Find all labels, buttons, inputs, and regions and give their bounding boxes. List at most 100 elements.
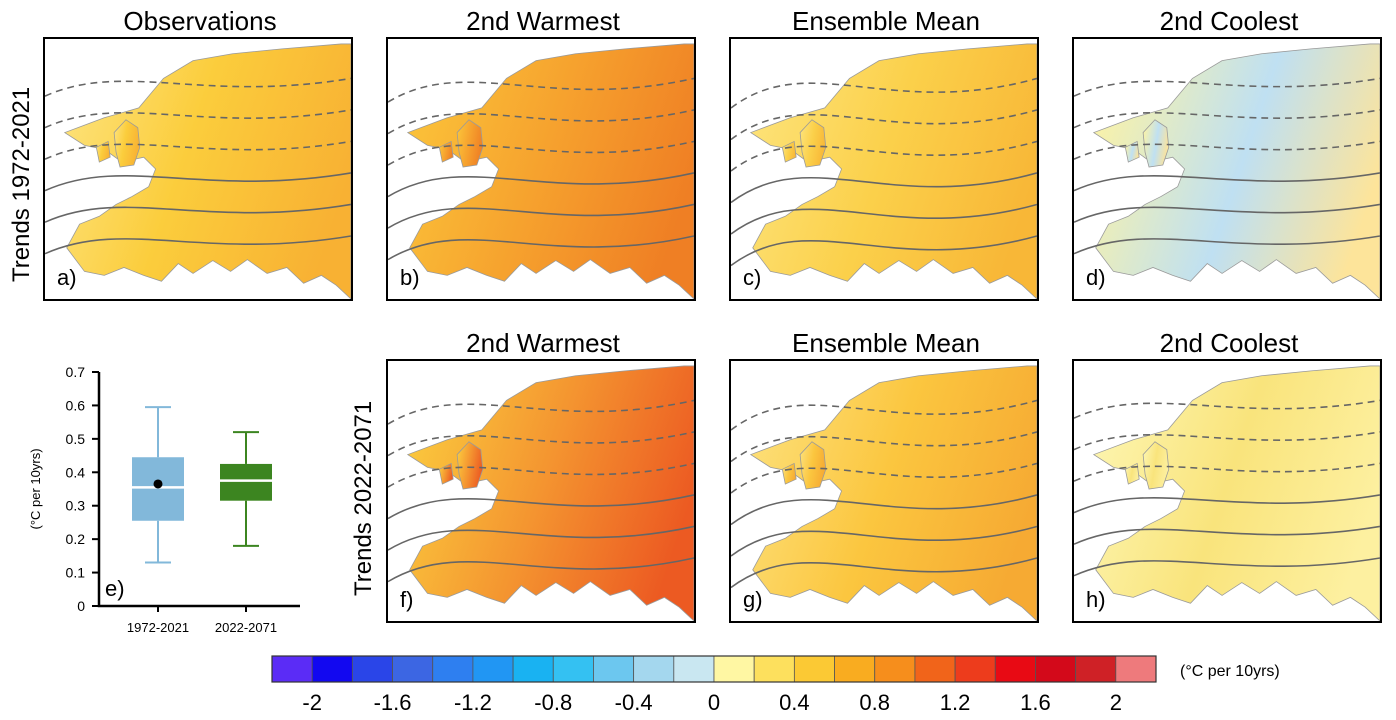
contour-line: [45, 109, 351, 129]
land-ireland: [781, 140, 797, 163]
colorbar-tick-label: -0.8: [534, 690, 572, 715]
map-svg-c: [731, 43, 1037, 299]
colorbar-swatch: [472, 655, 514, 683]
map-svg-g: [731, 365, 1037, 621]
mean-dot: [153, 479, 163, 489]
colorbar-swatch: [633, 655, 675, 683]
colorbar-swatch: [1075, 655, 1117, 683]
contour-line: [1074, 140, 1380, 160]
panel-title-h: 2nd Coolest: [1159, 328, 1299, 358]
panel-label-d: d): [1086, 265, 1106, 290]
panel-title-d: 2nd Coolest: [1159, 6, 1299, 36]
panel-title-c: Ensemble Mean: [792, 6, 980, 36]
colorbar-tick-label: 0.4: [779, 690, 810, 715]
land-mass: [1092, 365, 1380, 621]
colorbar-swatch: [874, 655, 916, 683]
colorbar-tick-label: 0: [708, 690, 720, 715]
land-uk: [456, 441, 484, 490]
colorbar-swatch: [994, 655, 1036, 683]
contour-line: [388, 140, 694, 166]
panel-label-f: f): [400, 587, 414, 612]
land-ireland: [1124, 462, 1140, 485]
colorbar-swatch: [673, 655, 715, 683]
contour-line: [45, 77, 351, 97]
x-tick-label: 1972-2021: [127, 620, 189, 635]
colorbar-tick-label: 1.6: [1020, 690, 1051, 715]
panel-title-g: Ensemble Mean: [792, 328, 980, 358]
y-tick-label: 0.1: [66, 565, 86, 581]
land-uk: [799, 441, 827, 490]
map-svg-h: [1074, 365, 1380, 621]
y-tick-label: 0: [77, 598, 85, 614]
contour-line: [1074, 494, 1380, 514]
contour-line: [45, 140, 351, 160]
contour-line: [1074, 109, 1380, 129]
y-tick-label: 0.5: [66, 431, 86, 447]
iqr-box: [132, 457, 184, 521]
contour-line: [1074, 235, 1380, 255]
land-uk: [1142, 441, 1170, 490]
colorbar-swatch: [713, 655, 755, 683]
land-mass: [749, 365, 1037, 621]
panel-label-g: g): [743, 587, 763, 612]
contour-line: [731, 399, 1037, 431]
colorbar-tick-label: -1.6: [374, 690, 412, 715]
colorbar-swatch: [954, 655, 996, 683]
land-uk: [799, 119, 827, 168]
land-mass: [406, 43, 694, 299]
land-mass: [749, 43, 1037, 299]
contour-line: [45, 172, 351, 192]
contour-line: [731, 109, 1037, 141]
panel-label-c: c): [743, 265, 762, 290]
map-svg-d: [1074, 43, 1380, 299]
panel-label-h: h): [1086, 587, 1106, 612]
contour-line: [1074, 399, 1380, 419]
contour-line: [731, 172, 1037, 204]
colorbar-swatch: [1035, 655, 1077, 683]
box-1972-2021: [132, 406, 184, 564]
colorbar-swatch: [1115, 655, 1157, 683]
colorbar-tick-label: -0.4: [615, 690, 653, 715]
contour-line: [1074, 77, 1380, 97]
contour-line: [731, 77, 1037, 109]
colorbar-swatch: [432, 655, 474, 683]
contour-line: [731, 494, 1037, 526]
contour-line: [388, 399, 694, 425]
colorbar-swatch: [753, 655, 795, 683]
colorbar-swatch: [914, 655, 956, 683]
map-svg-f: [388, 365, 694, 621]
x-tick-label: 2022-2071: [215, 620, 277, 635]
land-mass: [1092, 43, 1380, 299]
map-panel-h: h): [1072, 359, 1382, 623]
colorbar-tick-label: -1.2: [454, 690, 492, 715]
panel-label-e: e): [105, 576, 125, 601]
map-svg-a: [45, 43, 351, 299]
map-panel-a: a): [43, 37, 353, 301]
land-mass: [63, 43, 351, 299]
colorbar-tick-label: 1.2: [940, 690, 971, 715]
contour-line: [1074, 525, 1380, 545]
map-panel-f: f): [386, 359, 696, 623]
land-uk: [113, 119, 141, 168]
colorbar-swatch: [271, 655, 313, 683]
land-ireland: [95, 140, 111, 163]
contour-line: [731, 525, 1037, 557]
colorbar-unit: (°C per 10yrs): [1180, 663, 1280, 680]
land-mass: [406, 365, 694, 621]
colorbar-tick-label: -2: [302, 690, 322, 715]
land-ireland: [1124, 140, 1140, 163]
row-label-2022-2071: Trends 2022-2071: [350, 400, 377, 596]
contour-line: [388, 525, 694, 551]
panel-title-f: 2nd Warmest: [466, 328, 620, 358]
colorbar-swatch: [593, 655, 635, 683]
colorbar-swatch: [793, 655, 835, 683]
colorbar-swatch: [392, 655, 434, 683]
colorbar-swatch: [834, 655, 876, 683]
land-uk: [456, 119, 484, 168]
map-panel-c: c): [729, 37, 1039, 301]
contour-line: [388, 557, 694, 583]
colorbar-tick-label: 0.8: [859, 690, 890, 715]
colorbar-outline: [271, 655, 1157, 683]
y-tick-label: 0.3: [66, 498, 86, 514]
contour-line: [388, 494, 694, 520]
